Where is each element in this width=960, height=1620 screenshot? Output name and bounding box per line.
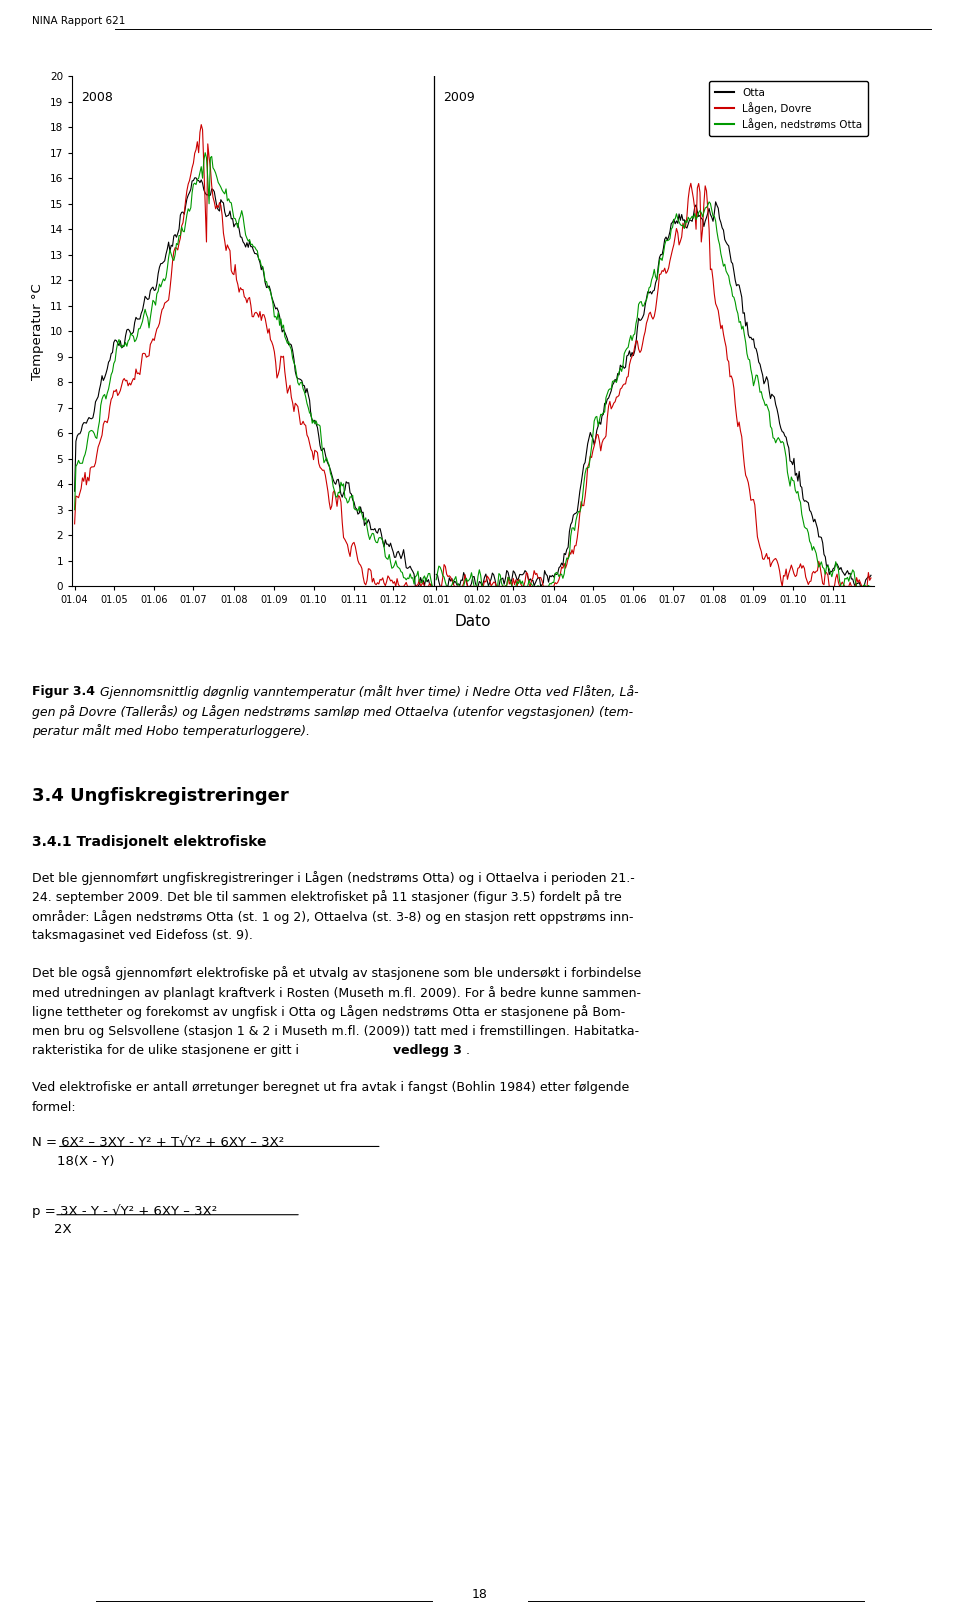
Text: 2X: 2X: [54, 1223, 72, 1236]
Y-axis label: Temperatur °C: Temperatur °C: [31, 284, 44, 379]
Text: 2009: 2009: [443, 91, 474, 104]
Text: gen på Dovre (Tallerås) og Lågen nedstrøms samløp med Ottaelva (utenfor vegstasj: gen på Dovre (Tallerås) og Lågen nedstrø…: [32, 705, 633, 719]
Text: NINA Rapport 621: NINA Rapport 621: [32, 16, 125, 26]
Text: Figur 3.4: Figur 3.4: [32, 685, 95, 698]
Text: ligne tettheter og forekomst av ungfisk i Otta og Lågen nedstrøms Otta er stasjo: ligne tettheter og forekomst av ungfisk …: [32, 1004, 625, 1019]
Text: Det ble gjennomført ungfiskregistreringer i Lågen (nedstrøms Otta) og i Ottaelva: Det ble gjennomført ungfiskregistreringe…: [32, 870, 635, 885]
X-axis label: Dato: Dato: [454, 614, 492, 629]
Text: 2008: 2008: [82, 91, 113, 104]
Text: områder: Lågen nedstrøms Otta (st. 1 og 2), Ottaelva (st. 3-8) og en stasjon ret: områder: Lågen nedstrøms Otta (st. 1 og …: [32, 909, 634, 923]
Text: .: .: [466, 1045, 469, 1058]
Text: med utredningen av planlagt kraftverk i Rosten (Museth m.fl. 2009). For å bedre : med utredningen av planlagt kraftverk i …: [32, 985, 640, 1000]
Text: p = 3X - Y - √Y² + 6XY – 3X²: p = 3X - Y - √Y² + 6XY – 3X²: [32, 1204, 217, 1218]
Text: 18(X - Y): 18(X - Y): [57, 1155, 114, 1168]
Text: Ved elektrofiske er antall ørretunger beregnet ut fra avtak i fangst (Bohlin 198: Ved elektrofiske er antall ørretunger be…: [32, 1081, 629, 1094]
Text: rakteristika for de ulike stasjonene er gitt i: rakteristika for de ulike stasjonene er …: [32, 1045, 302, 1058]
Text: 3.4 Ungfiskregistreringer: 3.4 Ungfiskregistreringer: [32, 787, 288, 805]
Text: vedlegg 3: vedlegg 3: [394, 1045, 463, 1058]
Text: Det ble også gjennomført elektrofiske på et utvalg av stasjonene som ble undersø: Det ble også gjennomført elektrofiske på…: [32, 966, 641, 980]
Legend: Otta, Lågen, Dovre, Lågen, nedstrøms Otta: Otta, Lågen, Dovre, Lågen, nedstrøms Ott…: [708, 81, 869, 136]
Text: formel:: formel:: [32, 1100, 76, 1113]
Text: 18: 18: [472, 1588, 488, 1601]
Text: taksmagasinet ved Eidefoss (st. 9).: taksmagasinet ved Eidefoss (st. 9).: [32, 928, 252, 943]
Text: 24. september 2009. Det ble til sammen elektrofisket på 11 stasjoner (figur 3.5): 24. september 2009. Det ble til sammen e…: [32, 889, 621, 904]
Text: Gjennomsnittlig døgnlig vanntemperatur (målt hver time) i Nedre Otta ved Flåten,: Gjennomsnittlig døgnlig vanntemperatur (…: [96, 685, 639, 700]
Text: N = 6X² – 3XY - Y² + T√Y² + 6XY – 3X²: N = 6X² – 3XY - Y² + T√Y² + 6XY – 3X²: [32, 1136, 284, 1149]
Text: men bru og Selsvollene (stasjon 1 & 2 i Museth m.fl. (2009)) tatt med i fremstil: men bru og Selsvollene (stasjon 1 & 2 i …: [32, 1024, 638, 1037]
Text: 3.4.1 Tradisjonelt elektrofiske: 3.4.1 Tradisjonelt elektrofiske: [32, 836, 266, 849]
Text: peratur målt med Hobo temperaturloggere).: peratur målt med Hobo temperaturloggere)…: [32, 724, 310, 739]
